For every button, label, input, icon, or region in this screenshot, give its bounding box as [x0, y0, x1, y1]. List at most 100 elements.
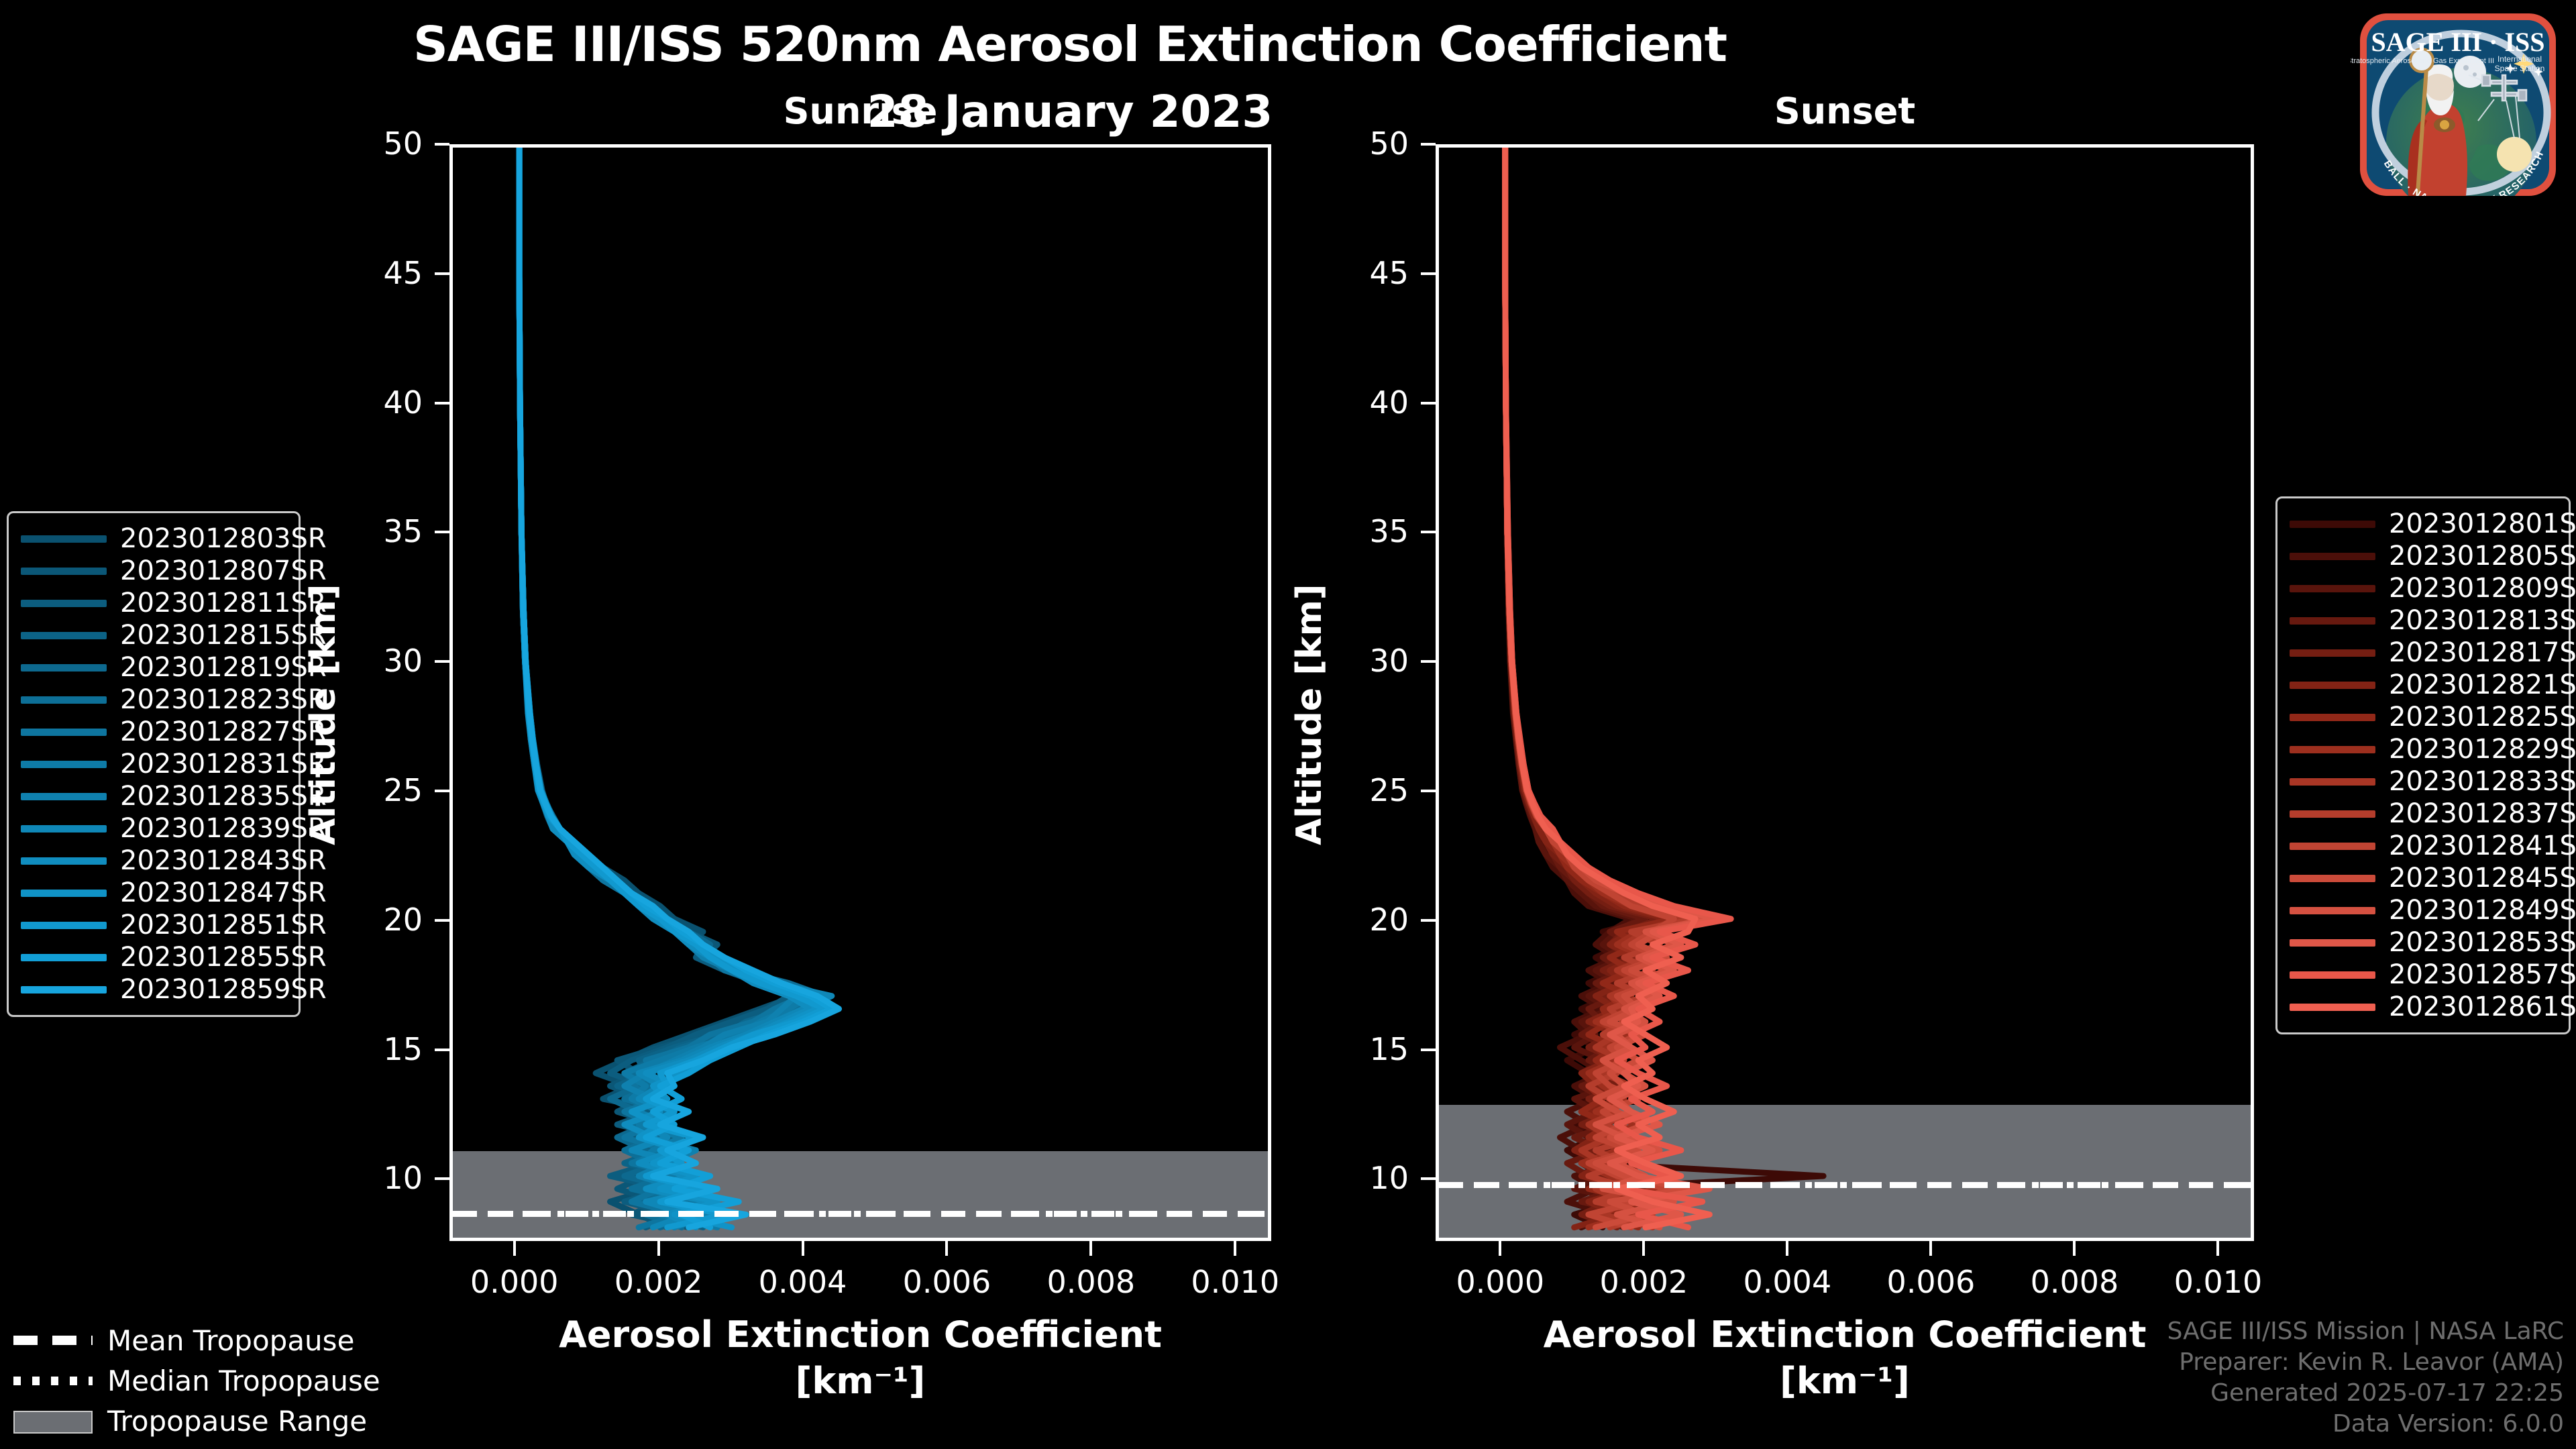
- legend-item-label: 2023012825SS: [2389, 702, 2576, 733]
- legend-item-label: 2023012855SR: [120, 942, 327, 973]
- legend-item[interactable]: 2023012859SR: [21, 973, 327, 1006]
- y-axis-tick-label: 25: [1369, 772, 1409, 809]
- legend-item[interactable]: 2023012817SS: [2290, 637, 2576, 669]
- x-axis-tick-label: 0.010: [2174, 1264, 2263, 1300]
- legend-item[interactable]: 2023012827SR: [21, 716, 327, 748]
- legend-item-label: 2023012815SR: [120, 620, 327, 651]
- legend-color-swatch: [21, 985, 107, 994]
- legend-sunset[interactable]: 2023012801SS 2023012805SS 2023012809SS 2023…: [2275, 496, 2576, 1034]
- legend-item[interactable]: 2023012829SS: [2290, 733, 2576, 765]
- legend-color-swatch: [2290, 713, 2375, 721]
- legend-item[interactable]: 2023012803SR: [21, 523, 327, 555]
- legend-item[interactable]: 2023012823SR: [21, 684, 327, 716]
- legend-item[interactable]: 2023012801SS: [2290, 508, 2576, 540]
- legend-item[interactable]: 2023012825SS: [2290, 701, 2576, 733]
- legend-item[interactable]: 2023012813SS: [2290, 604, 2576, 637]
- y-axis-tick-label: 15: [383, 1030, 423, 1067]
- legend-color-swatch: [21, 857, 107, 865]
- y-axis-tick: [435, 401, 449, 405]
- x-axis-tick: [1499, 1241, 1502, 1256]
- footer-line-version: Data Version: 6.0.0: [2332, 1409, 2564, 1438]
- legend-item[interactable]: 2023012815SR: [21, 619, 327, 651]
- legend-item[interactable]: 2023012831SR: [21, 748, 327, 780]
- legend-color-swatch: [21, 663, 107, 672]
- legend-item[interactable]: 2023012819SR: [21, 651, 327, 684]
- legend-item[interactable]: 2023012847SR: [21, 877, 327, 909]
- legend-item-label: 2023012805SS: [2389, 541, 2576, 572]
- legend-item[interactable]: 2023012833SS: [2290, 765, 2576, 798]
- y-axis-tick: [435, 918, 449, 922]
- legend-item[interactable]: 2023012807SR: [21, 555, 327, 587]
- legend-color-swatch: [2290, 777, 2375, 786]
- legend-color-swatch: [2290, 520, 2375, 528]
- mean-tropopause-key-icon: [13, 1333, 93, 1348]
- legend-item[interactable]: 2023012851SR: [21, 909, 327, 941]
- y-axis-tick: [435, 790, 449, 793]
- y-axis-tick: [1421, 1177, 1436, 1181]
- x-axis-label-sunset: Aerosol Extinction Coefficient [km⁻¹]: [1436, 1311, 2254, 1404]
- y-axis-tick-label: 15: [1369, 1030, 1409, 1067]
- y-axis-tick-label: 45: [1369, 254, 1409, 291]
- legend-item[interactable]: 2023012853SS: [2290, 926, 2576, 959]
- legend-item[interactable]: 2023012845SS: [2290, 862, 2576, 894]
- legend-sunrise[interactable]: 2023012803SR 2023012807SR 2023012811SR 2023…: [7, 511, 327, 1017]
- legend-item[interactable]: 2023012849SS: [2290, 894, 2576, 926]
- legend-tropopause: Mean Tropopause Median Tropopause Tropopau…: [13, 1320, 389, 1441]
- legend-item[interactable]: 2023012855SR: [21, 941, 327, 973]
- x-axis-tick: [1929, 1241, 1933, 1256]
- legend-item-label: 2023012845SS: [2389, 863, 2576, 894]
- y-axis-label-sunset: Altitude [km]: [1289, 584, 1330, 845]
- tropopause-legend-item: Tropopause Range: [13, 1401, 389, 1441]
- legend-item[interactable]: 2023012837SS: [2290, 798, 2576, 830]
- x-axis-tick-label: 0.008: [2030, 1264, 2119, 1300]
- legend-item-label: 2023012851SR: [120, 910, 327, 941]
- x-axis-tick: [945, 1241, 949, 1256]
- mean-tropopause-line: [453, 1210, 1268, 1217]
- legend-item[interactable]: 2023012843SR: [21, 845, 327, 877]
- footer-line-generated: Generated 2025-07-17 22:25: [2210, 1379, 2564, 1407]
- mean-tropopause-line: [1439, 1182, 2251, 1189]
- legend-item[interactable]: 2023012811SR: [21, 587, 327, 619]
- legend-color-swatch: [2290, 552, 2375, 560]
- legend-color-swatch: [2290, 874, 2375, 882]
- legend-color-swatch: [2290, 584, 2375, 592]
- legend-item[interactable]: 2023012839SR: [21, 812, 327, 845]
- y-axis-tick: [435, 1177, 449, 1181]
- tropopause-range-key-icon: [13, 1411, 93, 1434]
- legend-item[interactable]: 2023012835SR: [21, 780, 327, 812]
- y-axis-tick: [435, 531, 449, 534]
- legend-color-swatch: [2290, 938, 2375, 947]
- legend-item[interactable]: 2023012857SS: [2290, 959, 2576, 991]
- page-title: SAGE III/ISS 520nm Aerosol Extinction Co…: [413, 16, 1727, 72]
- y-axis-tick-label: 10: [1369, 1160, 1409, 1197]
- legend-color-swatch: [2290, 616, 2375, 625]
- legend-item[interactable]: 2023012821SS: [2290, 669, 2576, 701]
- legend-item[interactable]: 2023012809SS: [2290, 572, 2576, 604]
- footer-credits: SAGE III/ISS Mission | NASA LaRC Prepare…: [2167, 1316, 2564, 1440]
- x-axis-tick: [657, 1241, 660, 1256]
- y-axis-tick-label: 20: [1369, 901, 1409, 938]
- x-axis-tick-label: 0.000: [470, 1264, 559, 1300]
- legend-item-label: 2023012841SS: [2389, 830, 2576, 861]
- legend-color-swatch: [2290, 681, 2375, 689]
- legend-color-swatch: [21, 728, 107, 736]
- legend-item-label: 2023012813SS: [2389, 605, 2576, 636]
- legend-item[interactable]: 2023012861SS: [2290, 991, 2576, 1023]
- y-axis-tick: [435, 272, 449, 275]
- tropopause-legend-label: Median Tropopause: [107, 1364, 380, 1397]
- y-axis-tick-label: 30: [383, 643, 423, 680]
- x-axis-tick-label: 0.006: [902, 1264, 991, 1300]
- y-axis-tick: [1421, 660, 1436, 663]
- y-axis-tick: [1421, 401, 1436, 405]
- legend-item-label: 2023012853SS: [2389, 927, 2576, 958]
- legend-color-swatch: [2290, 745, 2375, 753]
- x-axis-tick-label: 0.008: [1046, 1264, 1136, 1300]
- tropopause-range-band: [453, 1151, 1268, 1238]
- legend-item[interactable]: 2023012805SS: [2290, 540, 2576, 572]
- legend-item[interactable]: 2023012841SS: [2290, 830, 2576, 862]
- profile-line: [516, 148, 814, 1231]
- page-subtitle: 28 January 2023: [867, 86, 1273, 138]
- x-axis-tick: [2216, 1241, 2220, 1256]
- legend-color-swatch: [21, 760, 107, 768]
- legend-color-swatch: [21, 824, 107, 833]
